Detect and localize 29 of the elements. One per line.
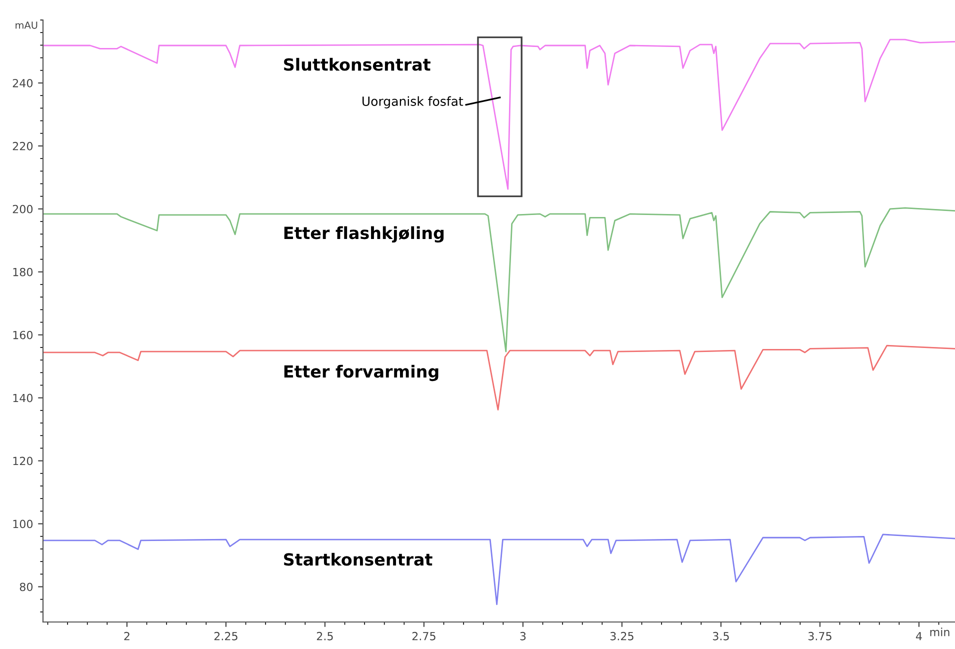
y-tick-label: 140 — [13, 394, 33, 402]
series-label: Etter flashkjøling — [284, 226, 444, 243]
y-tick-label: 200 — [12, 204, 33, 214]
x-tick-label: 4 — [916, 632, 922, 640]
x-tick-label: 2.5 — [316, 632, 333, 640]
y-tick-label: 240 — [12, 78, 33, 88]
line-series — [43, 207, 955, 352]
series-label: Startkonsentrat — [284, 552, 432, 566]
y-axis-title: mAU — [16, 22, 38, 29]
y-tick-label: 100 — [13, 520, 33, 528]
line-series — [43, 534, 955, 606]
x-tick-label: 3 — [520, 632, 526, 640]
series-label: Sluttkonsentrat — [284, 58, 430, 71]
y-tick-label: 80 — [20, 582, 33, 592]
y-tick-label: 220 — [12, 142, 33, 150]
x-axis-title: min — [930, 628, 950, 636]
x-tick-label: 2 — [124, 632, 130, 640]
line-series — [43, 38, 955, 190]
y-tick-label: 180 — [13, 268, 33, 276]
x-tick-label: 2.75 — [412, 632, 436, 640]
line-series — [43, 344, 955, 410]
y-tick-label: 120 — [13, 456, 33, 466]
x-tick-label: 2.25 — [214, 632, 238, 640]
annotation: Uorganisk fosfat — [362, 96, 464, 108]
x-tick-label: 3.5 — [712, 632, 729, 640]
x-tick-label: 3.75 — [808, 632, 832, 640]
y-tick-label: 160 — [13, 330, 33, 340]
x-tick-label: 3.25 — [610, 632, 634, 640]
series-label: Etter forvarming — [284, 364, 438, 382]
